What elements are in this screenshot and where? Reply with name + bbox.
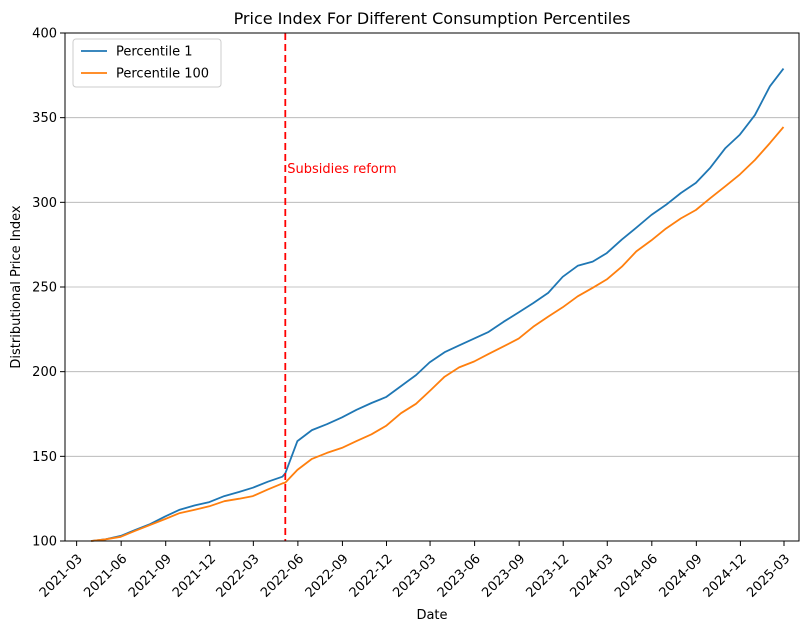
annotation-layer: Subsidies reform <box>284 33 397 541</box>
series-line-2 <box>90 126 785 542</box>
y-tick-label: 100 <box>32 535 57 550</box>
y-tick-label: 300 <box>32 196 57 211</box>
reform-label: Subsidies reform <box>287 162 396 177</box>
legend-label-2: Percentile 100 <box>116 67 209 82</box>
y-tick-label: 200 <box>32 365 57 380</box>
legend-label-1: Percentile 1 <box>116 45 193 60</box>
y-tick-label: 250 <box>32 281 57 296</box>
y-tick-label: 350 <box>32 111 57 126</box>
y-tick-label: 150 <box>32 450 57 465</box>
series-layer <box>90 68 785 542</box>
y-tick-label: 400 <box>32 27 57 42</box>
x-axis-title: Date <box>416 608 447 623</box>
y-axis-title: Distributional Price Index <box>9 205 24 368</box>
series-line-1 <box>90 68 785 542</box>
legend: Percentile 1 Percentile 100 <box>72 38 222 88</box>
y-axis: 100 150 200 250 300 350 400 <box>32 27 65 550</box>
chart-title: Price Index For Different Consumption Pe… <box>234 9 631 28</box>
legend-box <box>72 38 222 88</box>
